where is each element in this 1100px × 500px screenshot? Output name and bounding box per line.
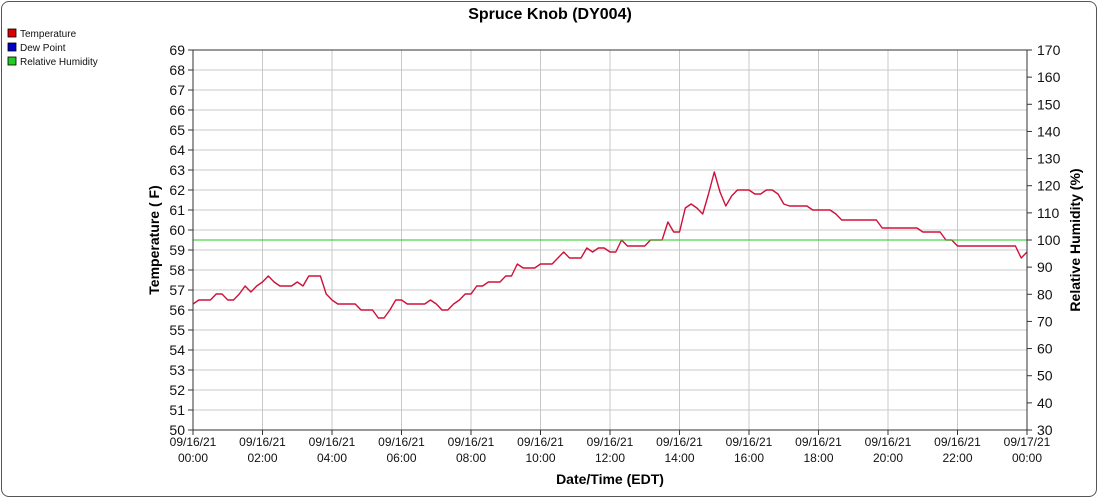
y2-tick-label: 80 [1037, 286, 1053, 302]
y2-tick-label: 120 [1037, 178, 1061, 194]
x-tick-label-time: 20:00 [873, 451, 903, 465]
y2-tick-label: 140 [1037, 123, 1061, 139]
x-tick-label-time: 08:00 [456, 451, 486, 465]
y2-tick-label: 170 [1037, 42, 1061, 58]
series-layer [192, 171, 1028, 319]
y-tick-label: 64 [169, 142, 185, 158]
series-line-temperature [192, 171, 1028, 319]
y-tick-label: 54 [169, 342, 185, 358]
y2-tick-label: 150 [1037, 96, 1061, 112]
y-tick-label: 69 [169, 42, 185, 58]
y-tick-label: 67 [169, 82, 185, 98]
x-tick-label-date: 09/16/21 [865, 435, 912, 449]
y2-tick-label: 130 [1037, 151, 1061, 167]
x-tick-label-time: 16:00 [734, 451, 764, 465]
x-tick-label-time: 00:00 [178, 451, 208, 465]
y-tick-label: 65 [169, 122, 185, 138]
x-tick-label-time: 22:00 [942, 451, 972, 465]
x-tick-label-date: 09/16/21 [934, 435, 981, 449]
y-tick-label: 53 [169, 362, 185, 378]
y-tick-label: 68 [169, 62, 185, 78]
legend-label: Temperature [20, 29, 77, 40]
y2-tick-label: 70 [1037, 313, 1053, 329]
x-tick-label-date: 09/16/21 [448, 435, 495, 449]
x-axis-title: Date/Time (EDT) [556, 471, 664, 487]
x-tick-label-time: 14:00 [664, 451, 694, 465]
x-tick-label-date: 09/16/21 [795, 435, 842, 449]
x-tick-label-time: 06:00 [386, 451, 416, 465]
x-tick-label-date: 09/16/21 [587, 435, 634, 449]
y-tick-label: 62 [169, 182, 185, 198]
y2-tick-label: 30 [1037, 422, 1053, 438]
y-axis-title: Temperature ( F) [146, 185, 162, 294]
axes: 50 51 52 53 54 55 56 57 58 59 60 61 62 63 64 65 66 67 68 69… [169, 42, 1060, 465]
legend-swatch [7, 42, 17, 52]
legend-label: Dew Point [20, 43, 66, 54]
y-tick-label: 52 [169, 382, 185, 398]
x-tick-label-date: 09/16/21 [517, 435, 564, 449]
y-tick-label: 58 [169, 262, 185, 278]
y-tick-label: 60 [169, 222, 185, 238]
y2-tick-label: 110 [1037, 205, 1060, 221]
y-tick-label: 57 [169, 282, 185, 298]
y2-axis-title: Relative Humidity (%) [1067, 168, 1083, 311]
chart-title: Spruce Knob (DY004) [468, 6, 632, 23]
x-tick-label-date: 09/16/21 [309, 435, 356, 449]
y-tick-label: 66 [169, 102, 185, 118]
y-tick-label: 56 [169, 302, 185, 318]
x-tick-label-time: 12:00 [595, 451, 625, 465]
x-tick-label-time: 18:00 [803, 451, 833, 465]
y-tick-label: 55 [169, 322, 185, 338]
x-tick-label-time: 10:00 [525, 451, 555, 465]
x-tick-label-time: 04:00 [317, 451, 347, 465]
legend: Temperature Dew Point Relative Humidity [7, 28, 98, 68]
legend-swatch [7, 56, 17, 66]
y2-tick-label: 60 [1037, 341, 1053, 357]
y-tick-label: 63 [169, 162, 185, 178]
legend-swatch [7, 28, 17, 38]
y-tick-label: 50 [169, 422, 185, 438]
x-tick-label-date: 09/16/21 [656, 435, 703, 449]
x-tick-label-time: 02:00 [247, 451, 277, 465]
y2-tick-label: 40 [1037, 395, 1053, 411]
x-tick-label-date: 09/16/21 [170, 435, 217, 449]
y2-tick-label: 160 [1037, 69, 1061, 85]
y-tick-label: 51 [169, 402, 185, 418]
y2-tick-label: 100 [1037, 232, 1061, 248]
y2-tick-label: 50 [1037, 368, 1053, 384]
y-tick-label: 59 [169, 242, 185, 258]
x-tick-label-date: 09/16/21 [378, 435, 425, 449]
x-tick-label-time: 00:00 [1012, 451, 1042, 465]
x-tick-label-date: 09/16/21 [726, 435, 773, 449]
y-tick-label: 61 [169, 202, 185, 218]
y2-tick-label: 90 [1037, 259, 1053, 275]
x-tick-label-date: 09/17/21 [1004, 435, 1051, 449]
plot-border [192, 49, 1028, 431]
legend-label: Relative Humidity [20, 57, 98, 68]
x-tick-label-date: 09/16/21 [239, 435, 286, 449]
